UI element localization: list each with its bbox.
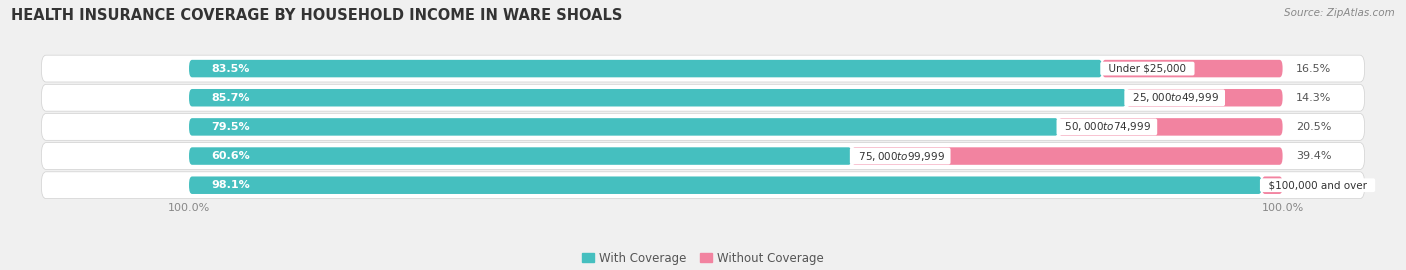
FancyBboxPatch shape bbox=[852, 147, 1282, 165]
Text: 14.3%: 14.3% bbox=[1296, 93, 1331, 103]
FancyBboxPatch shape bbox=[188, 60, 1102, 77]
Text: 79.5%: 79.5% bbox=[211, 122, 249, 132]
FancyBboxPatch shape bbox=[41, 113, 1365, 140]
FancyBboxPatch shape bbox=[188, 89, 1126, 106]
Text: Under $25,000: Under $25,000 bbox=[1102, 63, 1192, 74]
FancyBboxPatch shape bbox=[1059, 118, 1282, 136]
Text: 20.5%: 20.5% bbox=[1296, 122, 1331, 132]
FancyBboxPatch shape bbox=[188, 118, 1059, 136]
FancyBboxPatch shape bbox=[1261, 177, 1282, 194]
Text: 39.4%: 39.4% bbox=[1296, 151, 1331, 161]
Text: HEALTH INSURANCE COVERAGE BY HOUSEHOLD INCOME IN WARE SHOALS: HEALTH INSURANCE COVERAGE BY HOUSEHOLD I… bbox=[11, 8, 623, 23]
Text: $75,000 to $99,999: $75,000 to $99,999 bbox=[852, 150, 949, 163]
Text: $50,000 to $74,999: $50,000 to $74,999 bbox=[1059, 120, 1156, 133]
Text: 98.1%: 98.1% bbox=[211, 180, 250, 190]
FancyBboxPatch shape bbox=[41, 55, 1365, 82]
FancyBboxPatch shape bbox=[1102, 60, 1282, 77]
FancyBboxPatch shape bbox=[188, 177, 1261, 194]
FancyBboxPatch shape bbox=[41, 172, 1365, 199]
Text: 16.5%: 16.5% bbox=[1296, 63, 1331, 74]
FancyBboxPatch shape bbox=[41, 84, 1365, 111]
Text: 83.5%: 83.5% bbox=[211, 63, 249, 74]
Text: 1.9%: 1.9% bbox=[1296, 180, 1324, 190]
FancyBboxPatch shape bbox=[1126, 89, 1282, 106]
Text: Source: ZipAtlas.com: Source: ZipAtlas.com bbox=[1284, 8, 1395, 18]
Text: 85.7%: 85.7% bbox=[211, 93, 249, 103]
Text: 60.6%: 60.6% bbox=[211, 151, 250, 161]
FancyBboxPatch shape bbox=[188, 147, 852, 165]
Legend: With Coverage, Without Coverage: With Coverage, Without Coverage bbox=[578, 247, 828, 270]
Text: $100,000 and over: $100,000 and over bbox=[1261, 180, 1374, 190]
Text: $25,000 to $49,999: $25,000 to $49,999 bbox=[1126, 91, 1223, 104]
FancyBboxPatch shape bbox=[41, 143, 1365, 170]
